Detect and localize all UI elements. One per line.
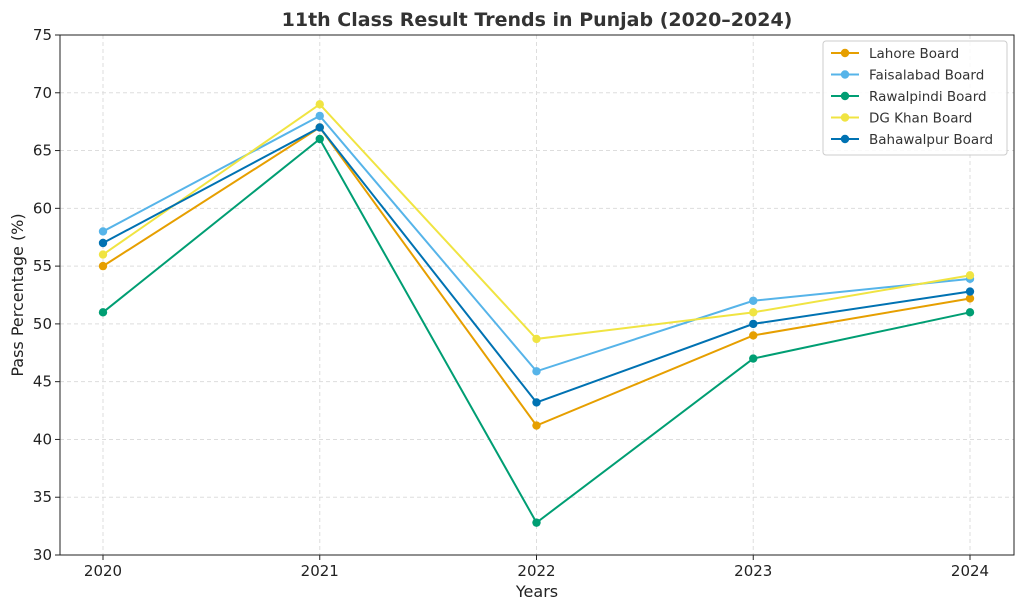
y-tick-label: 60: [33, 199, 52, 217]
legend-label: Rawalpindi Board: [869, 89, 987, 105]
legend-marker: [840, 134, 850, 144]
legend-label: Faisalabad Board: [869, 68, 984, 84]
data-point: [965, 308, 975, 317]
series-bahawalpur-board: [98, 123, 975, 407]
legend-box: [822, 40, 1008, 156]
data-point: [98, 261, 108, 271]
data-point: [532, 518, 541, 527]
data-point: [98, 308, 108, 317]
data-point: [965, 287, 975, 296]
data-point: [532, 421, 541, 430]
x-tick-label: 2022: [517, 562, 555, 580]
data-point: [532, 367, 541, 376]
x-tick-label: 2020: [84, 562, 122, 580]
y-tick-label: 50: [33, 315, 52, 333]
legend-marker: [840, 70, 850, 79]
y-tick-label: 45: [33, 373, 52, 391]
legend-label: DG Khan Board: [869, 111, 972, 127]
data-point: [749, 308, 758, 317]
legend-label: Bahawalpur Board: [869, 132, 993, 148]
data-point: [749, 296, 758, 305]
y-tick-label: 40: [33, 430, 52, 448]
legend-label: Lahore Board: [869, 46, 959, 62]
data-point: [532, 398, 541, 407]
legend: Lahore Board Faisalabad Board Rawalpindi B…: [822, 40, 1008, 156]
data-point: [749, 354, 758, 363]
ticks: 30 35 40 45 50 55 60 65 70 75 2020 2021 2022 2023 2024: [33, 26, 989, 580]
y-tick-label: 55: [33, 257, 52, 275]
data-point: [532, 334, 541, 344]
data-point: [315, 111, 324, 121]
data-point: [315, 100, 324, 109]
series-rawalpindi-board: [98, 134, 975, 527]
series-dg-khan-board: [98, 100, 975, 344]
y-tick-label: 70: [33, 84, 52, 102]
data-point: [98, 227, 108, 236]
x-tick-label: 2021: [301, 562, 339, 580]
legend-marker: [840, 48, 850, 58]
data-point: [965, 271, 975, 280]
data-point: [315, 123, 324, 132]
y-axis-label: Pass Percentage (%): [8, 213, 27, 376]
x-tick-label: 2024: [951, 562, 989, 580]
x-axis-label: Years: [515, 582, 558, 601]
data-point: [749, 331, 758, 340]
legend-marker: [840, 91, 850, 101]
y-tick-label: 30: [33, 546, 52, 564]
chart-title: 11th Class Result Trends in Punjab (2020…: [282, 9, 793, 31]
data-point: [315, 134, 324, 144]
data-point: [965, 294, 975, 303]
y-tick-label: 35: [33, 488, 52, 506]
data-point: [98, 238, 108, 248]
data-point: [749, 319, 758, 329]
y-tick-label: 65: [33, 142, 52, 160]
legend-marker: [840, 113, 850, 122]
series-group: [98, 100, 975, 527]
data-point: [98, 250, 108, 259]
y-tick-label: 75: [33, 26, 52, 44]
x-tick-label: 2023: [734, 562, 772, 580]
